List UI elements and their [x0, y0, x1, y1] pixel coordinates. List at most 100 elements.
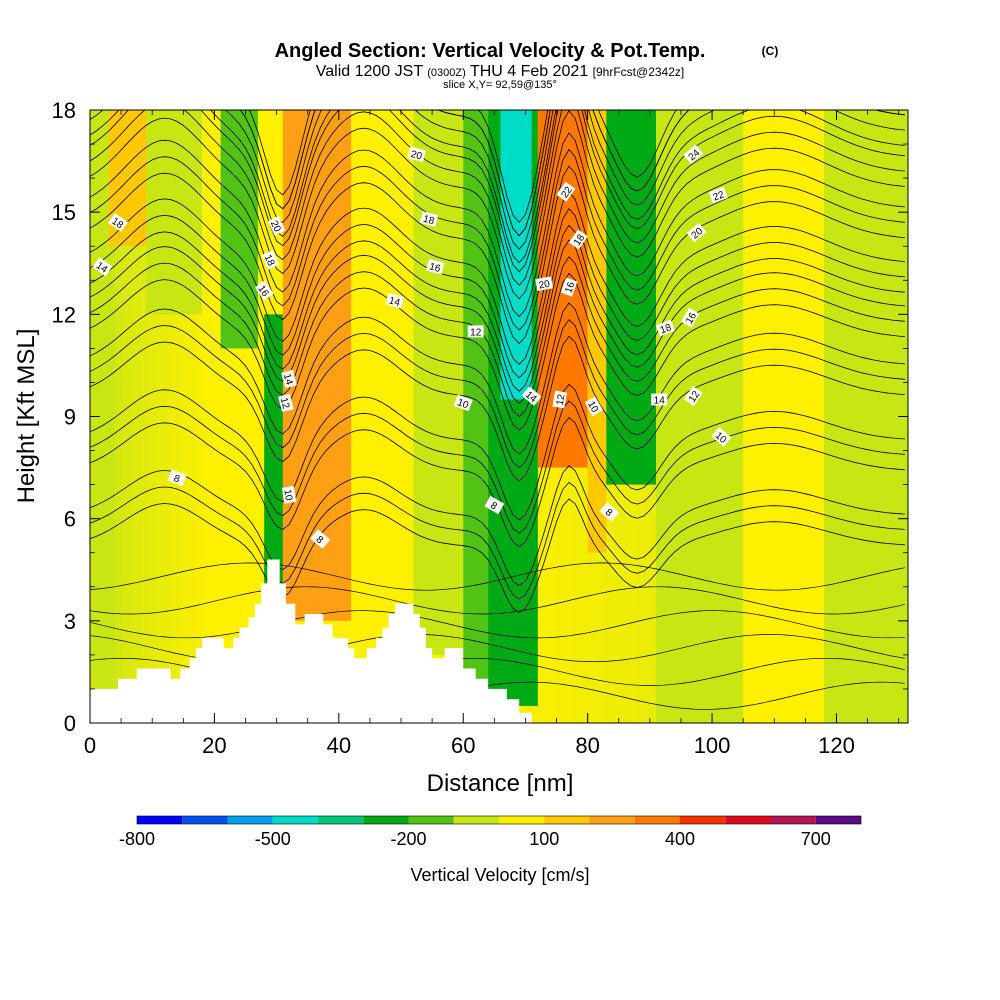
chart-subtitle: Valid 1200 JST (0300Z) THU 4 Feb 2021 [9… — [316, 63, 684, 80]
contour-label-bg — [599, 502, 620, 522]
colorbar-swatch — [227, 816, 273, 824]
contour-label-text: 12 — [555, 393, 568, 406]
contour-label-text: 18 — [262, 253, 277, 268]
y-tick-label: 3 — [64, 609, 76, 634]
y-axis-label: Height [Kft MSL] — [13, 329, 40, 504]
contour-label-bg — [521, 386, 542, 406]
colorbar-tick-label: 100 — [529, 829, 559, 849]
colorbar-swatch — [680, 816, 726, 824]
contour-label-text: 16 — [563, 280, 577, 295]
colorbar-frame — [136, 815, 862, 825]
theta-contour-line — [90, 586, 905, 615]
colorbar-swatch — [318, 816, 364, 824]
contour-label-bg — [254, 280, 274, 301]
velocity-band — [606, 110, 657, 485]
contour-label: 20 — [535, 276, 554, 292]
terrain-profile — [90, 559, 908, 723]
x-tick-label: 20 — [202, 733, 226, 758]
colorbar-tick-label: -800 — [119, 829, 155, 849]
velocity-band — [220, 110, 258, 349]
y-tick-label: 6 — [64, 507, 76, 532]
contour-label: 14 — [385, 292, 405, 309]
contour-label-text: 8 — [172, 473, 181, 485]
colorbar-tick-label: 400 — [665, 829, 695, 849]
contour-label-text: 8 — [314, 534, 326, 546]
contour-label-bg — [419, 211, 439, 227]
theta-contour-line — [90, 562, 905, 591]
theta-contour-line — [90, 110, 905, 250]
velocity-band — [824, 110, 908, 723]
contour-label-text: 12 — [278, 396, 292, 410]
y-tick-label: 12 — [52, 302, 76, 327]
contour-label-bg — [167, 469, 187, 487]
theta-contour-line — [90, 110, 905, 264]
contour-label-text: 14 — [281, 373, 295, 387]
contour-label: 16 — [254, 280, 274, 301]
colorbar-swatch — [272, 816, 319, 824]
contour-labels: 8 14 18 20 18 16 14 12 10 8 20 18 16 14 12 10 8 22 18 20 16 1… — [92, 144, 732, 549]
theta-contour-line — [90, 302, 905, 455]
plot-area: 8 14 18 20 18 16 14 12 10 8 20 18 16 14 12 10 8 22 18 20 16 1… — [90, 110, 908, 723]
contour-label-text: 16 — [428, 261, 442, 275]
contour-label-bg — [560, 277, 578, 297]
y-tick-label: 15 — [52, 200, 76, 225]
theta-contour-line — [90, 272, 905, 431]
contour-label-bg — [584, 396, 604, 417]
x-tick-label: 0 — [84, 733, 96, 758]
x-tick-label: 80 — [575, 733, 599, 758]
colorbar-swatch — [589, 816, 635, 824]
colorbar-swatch — [363, 816, 409, 824]
subtitle-valid: Valid 1200 JST — [316, 63, 424, 80]
contour-label-bg — [278, 393, 294, 413]
theta-contour-line — [90, 132, 905, 318]
contour-label: 18 — [261, 250, 280, 270]
contour-label: 16 — [681, 307, 700, 328]
contour-label-bg — [683, 144, 704, 165]
contour-label-text: 10 — [456, 397, 471, 411]
contour-label-bg — [108, 212, 128, 232]
contour-label-text: 10 — [281, 489, 294, 502]
contour-label: 8 — [310, 529, 331, 549]
theta-contour-line — [90, 239, 905, 404]
theta-contour-line — [90, 110, 905, 273]
contour-label: 8 — [167, 469, 187, 487]
colorbar-swatch — [634, 816, 681, 824]
contour-label-bg — [407, 146, 426, 163]
colorbar-swatch — [408, 816, 454, 824]
contour-label-bg — [261, 250, 280, 270]
x-tick-label: 100 — [694, 733, 731, 758]
contour-label-bg — [467, 325, 484, 338]
velocity-band — [656, 110, 744, 723]
contour-label-text: 12 — [470, 327, 482, 338]
contour-label: 16 — [560, 277, 578, 297]
theta-contour-line — [90, 191, 905, 365]
contour-label-text: 8 — [603, 507, 615, 519]
colorbar-tick-label: 700 — [801, 829, 831, 849]
chart-title: Angled Section: Vertical Velocity & Pot.… — [275, 40, 706, 62]
theta-contour-line — [90, 383, 905, 521]
contour-label-text: 14 — [388, 295, 402, 309]
contour-label-text: 14 — [654, 396, 666, 407]
contour-label: 22 — [708, 186, 728, 204]
theta-contour-line — [90, 610, 905, 639]
theta-contour-line — [90, 335, 905, 482]
contour-label-text: 8 — [488, 500, 499, 513]
x-tick-label: 40 — [327, 733, 351, 758]
contour-label-bg — [385, 292, 405, 309]
contour-label-text: 10 — [585, 399, 600, 415]
y-tick-label: 9 — [64, 405, 76, 430]
contour-label: 22 — [556, 181, 576, 202]
contour-label-bg — [708, 186, 728, 204]
contour-label-bg — [681, 307, 700, 328]
colorbar-swatch — [453, 816, 500, 824]
axis-ticks: 0 20 40 60 80 100 120 0 3 6 9 12 15 18 — [52, 98, 908, 758]
contour-label: 20 — [407, 146, 426, 163]
contour-label: 18 — [568, 229, 588, 250]
velocity-band — [413, 110, 464, 655]
contour-label-bg — [281, 369, 297, 389]
x-tick-label: 120 — [818, 733, 855, 758]
contour-label: 18 — [108, 212, 128, 232]
colorbar-swatch — [770, 816, 816, 824]
subtitle-forecast: [9hrFcst@2342z] — [593, 65, 685, 79]
theta-contour-line — [90, 400, 905, 534]
